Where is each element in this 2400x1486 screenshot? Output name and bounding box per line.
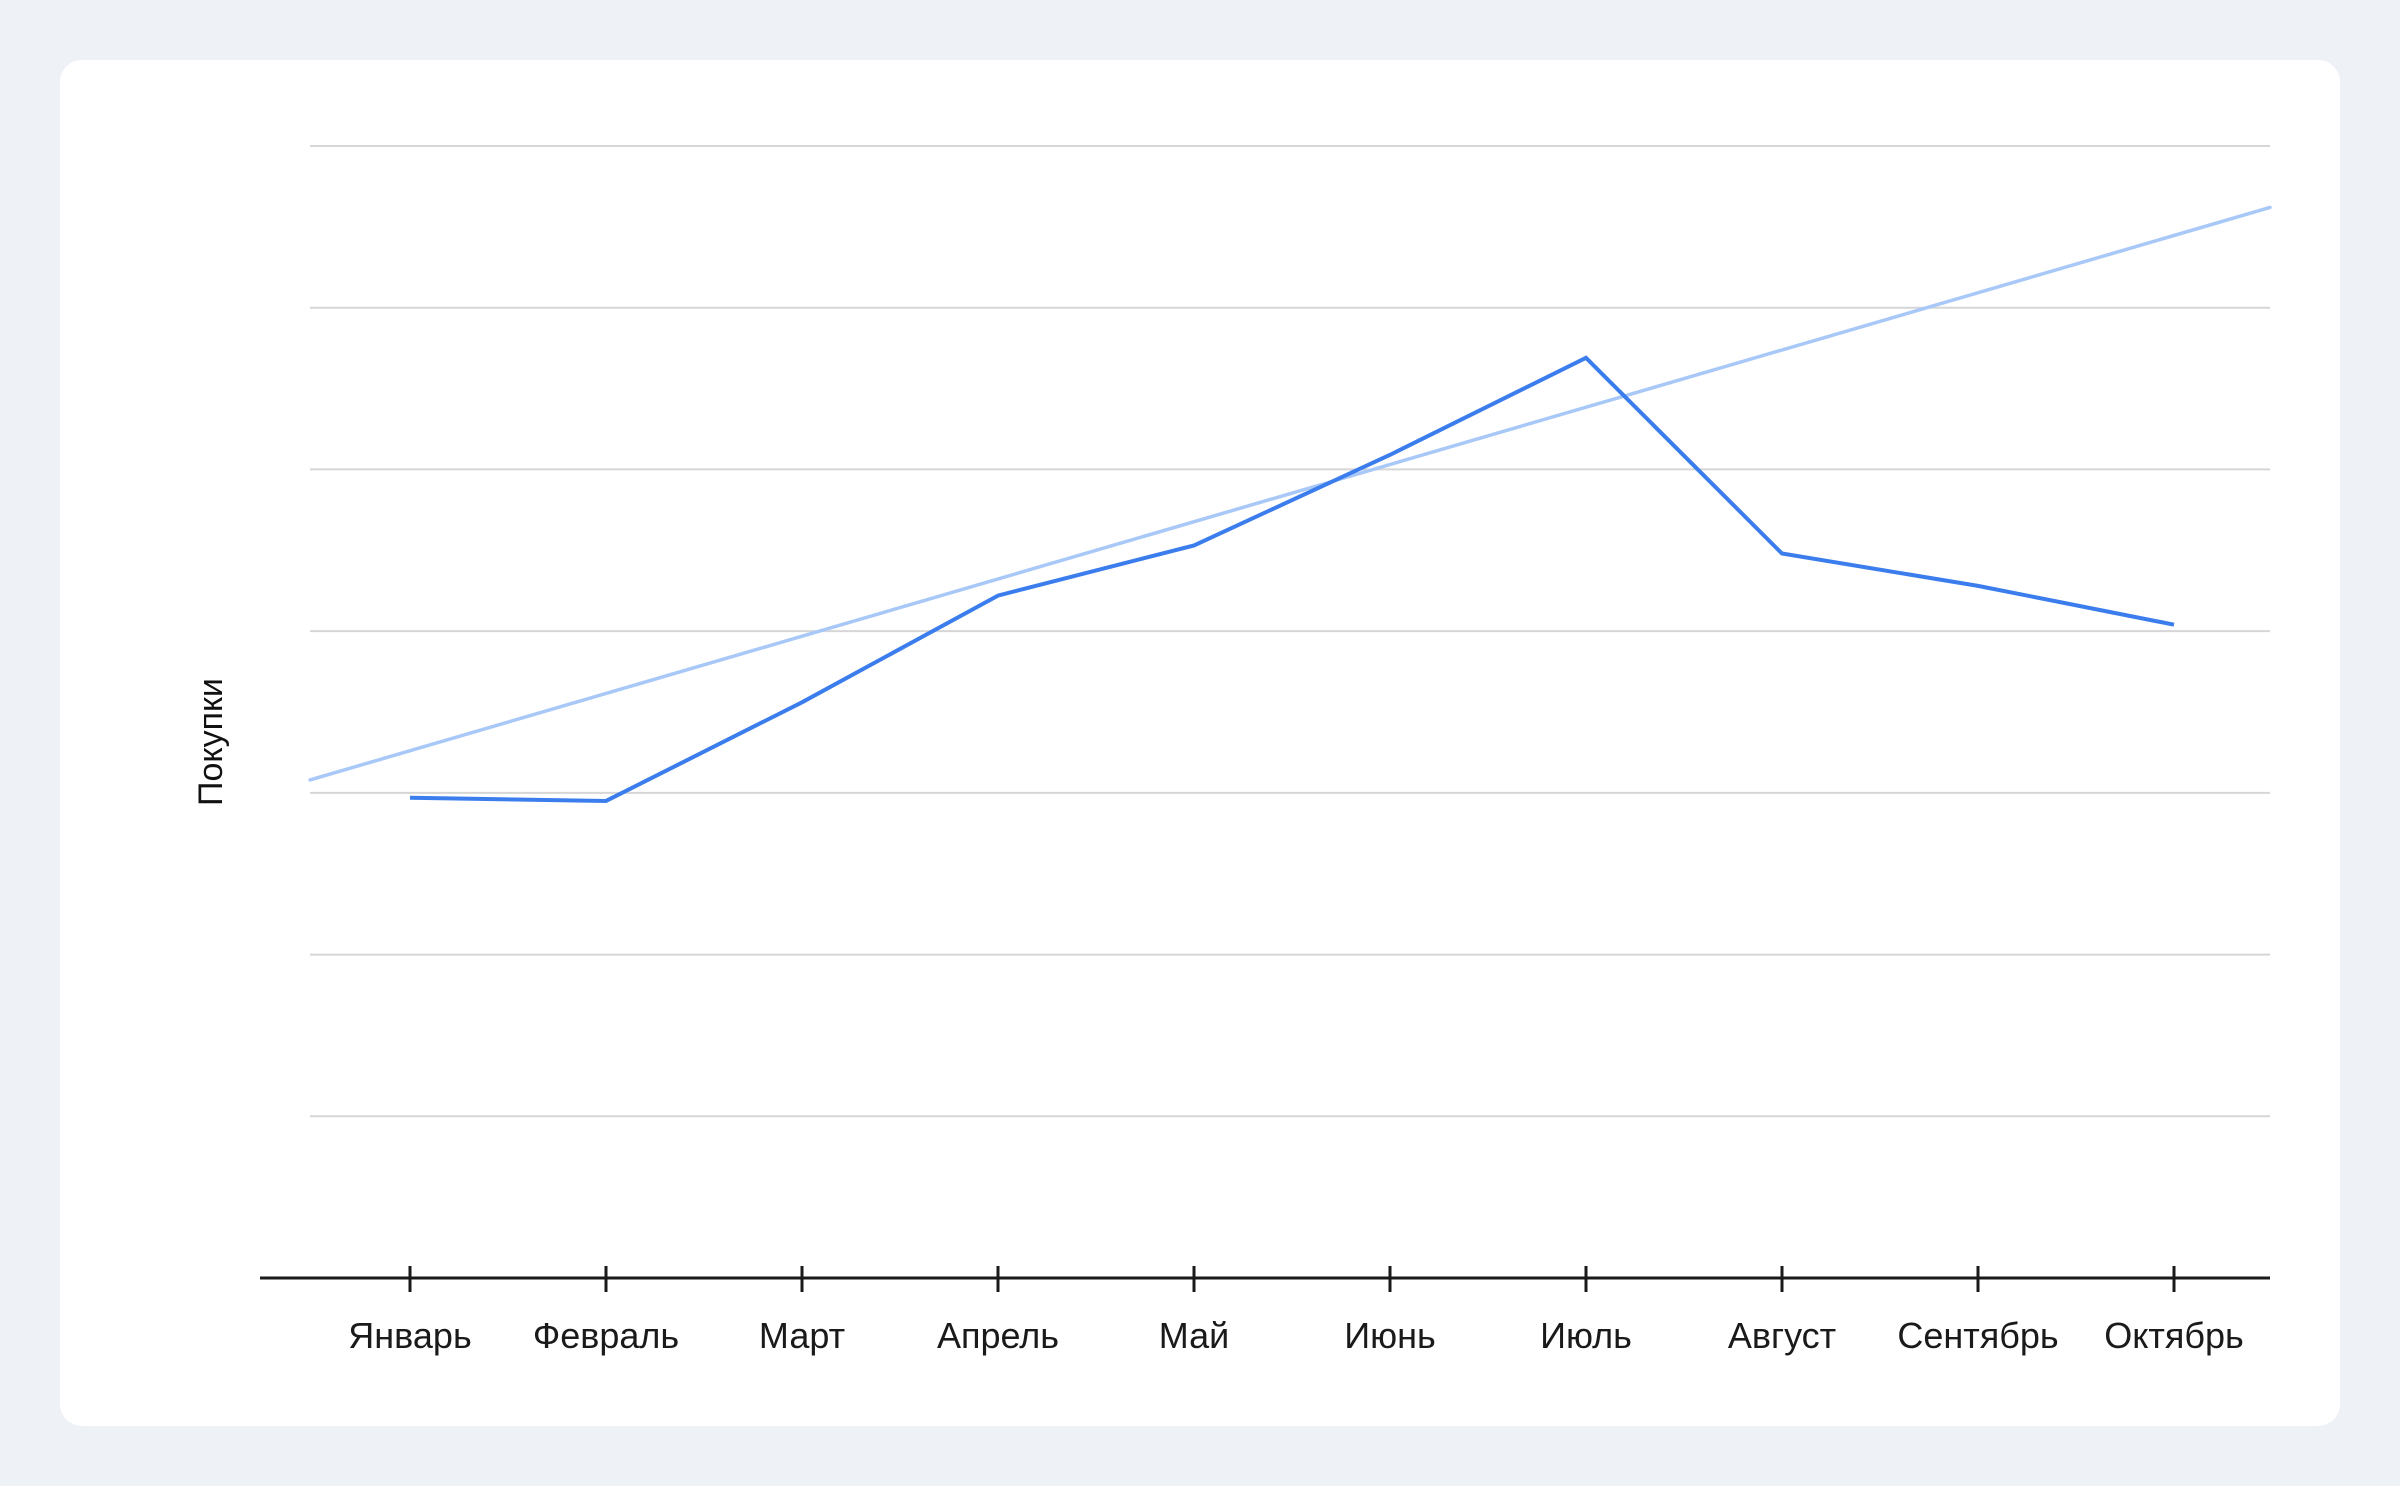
chart-card: Январь Февраль Март Апрель Май Июнь Июль Август… [60, 60, 2340, 1426]
series-group [409, 355, 2175, 803]
x-tick-label: Июль [1540, 1315, 1632, 1356]
x-tick-label: Октябрь [2104, 1315, 2244, 1356]
x-tick-label: Сентябрь [1897, 1315, 2058, 1356]
x-tick-label: Февраль [533, 1315, 679, 1356]
x-tick-label: Июнь [1344, 1315, 1436, 1356]
gridlines [310, 145, 2270, 1118]
x-tick-label: Май [1159, 1315, 1230, 1356]
y-axis-label: Покупки [192, 678, 230, 806]
x-tick-label: Январь [348, 1315, 471, 1356]
trendline-group [308, 205, 2272, 782]
line-chart: Январь Февраль Март Апрель Май Июнь Июль Август… [192, 145, 2272, 1356]
x-tick-label: Март [759, 1315, 845, 1356]
x-tick-label: Август [1728, 1315, 1836, 1356]
trendline [308, 205, 2272, 782]
series-line [409, 355, 2175, 803]
x-tick-label: Апрель [937, 1315, 1059, 1356]
x-axis: Январь Февраль Март Апрель Май Июнь Июль Август… [260, 1266, 2270, 1356]
